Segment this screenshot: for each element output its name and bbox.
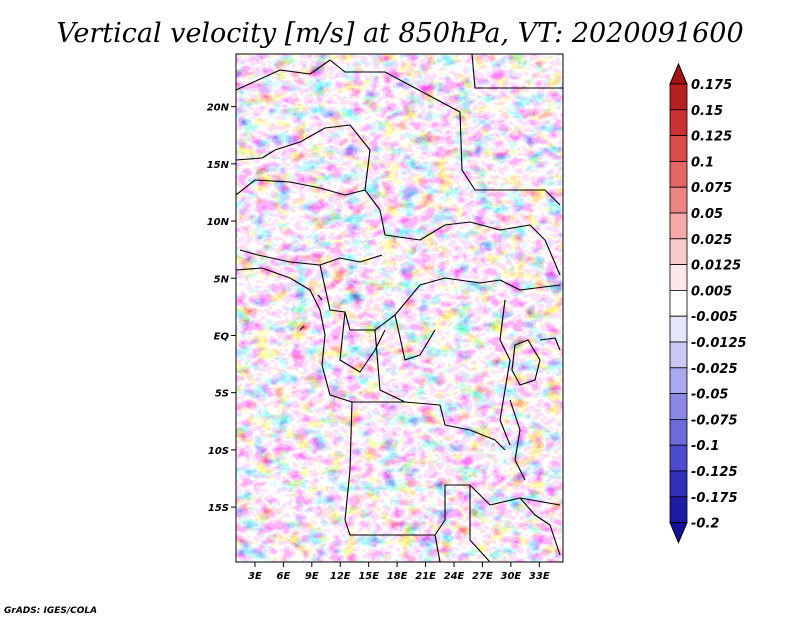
- colorbar-label: 0.005: [691, 284, 732, 299]
- colorbar-swatch: [669, 264, 688, 291]
- y-tick-label: 5N: [214, 274, 230, 285]
- colorbar-label: -0.2: [691, 517, 719, 532]
- y-tick-label: 10S: [208, 446, 229, 457]
- colorbar-swatch: [669, 135, 688, 162]
- colorbar-swatch: [669, 367, 688, 394]
- grads-credit: GrADS: IGES/COLA: [4, 606, 97, 616]
- colorbar-label: -0.0125: [691, 336, 747, 351]
- colorbar-label: 0.025: [691, 233, 732, 248]
- x-tick-label: 12E: [330, 571, 351, 582]
- x-tick-label: 9E: [305, 571, 319, 582]
- colorbar-label: 0.15: [691, 104, 723, 119]
- x-tick-label: 18E: [387, 571, 408, 582]
- y-axis: 20N 15N 10N 5N EQ 5S 10S 15S: [207, 103, 236, 514]
- chart-title: Vertical velocity [m/s] at 850hPa, VT: 2…: [56, 18, 743, 49]
- x-tick-label: 3E: [248, 571, 262, 582]
- colorbar-label: 0.1: [691, 155, 714, 170]
- colorbar-swatch: [669, 160, 688, 188]
- colorbar-swatch: [669, 444, 688, 472]
- colorbar-label: 0.075: [691, 181, 732, 196]
- map-frame: [235, 53, 564, 563]
- colorbar-swatch: [669, 186, 688, 214]
- vertical-velocity-field: [236, 54, 563, 562]
- colorbar-label: -0.05: [691, 388, 728, 403]
- colorbar-swatch: [669, 238, 688, 266]
- colorbar-label: 0.05: [691, 207, 723, 222]
- x-tick-label: 27E: [472, 571, 493, 582]
- x-axis: 3E 6E 9E 12E 15E 18E 21E 24E 27E 30E 33E: [248, 562, 550, 582]
- colorbar-label: -0.025: [691, 362, 738, 377]
- colorbar-label: -0.075: [691, 413, 738, 428]
- colorbar-extend-min: [669, 522, 688, 544]
- colorbar-swatch: [669, 289, 688, 317]
- map-panel: [236, 54, 563, 562]
- colorbar-label: 0.175: [691, 78, 732, 93]
- x-tick-label: 21E: [415, 571, 436, 582]
- x-tick-label: 30E: [500, 571, 521, 582]
- y-tick-label: 5S: [215, 389, 229, 400]
- colorbar-swatch: [669, 496, 688, 523]
- x-tick-label: 24E: [444, 571, 465, 582]
- colorbar-swatch: [669, 418, 688, 446]
- colorbar: 0.175 0.15 0.125 0.1 0.075 0.05 0.025 0.0125 0.0…: [669, 62, 747, 544]
- colorbar-label: 0.0125: [691, 259, 741, 274]
- colorbar-swatch: [669, 212, 688, 240]
- x-tick-label: 15E: [358, 571, 379, 582]
- colorbar-label: 0.125: [691, 130, 732, 145]
- y-tick-label: 20N: [207, 103, 230, 114]
- country-borders: [236, 54, 563, 562]
- colorbar-swatch: [669, 109, 688, 137]
- colorbar-swatch: [669, 470, 688, 498]
- colorbar-label: -0.125: [691, 465, 738, 480]
- y-tick-label: 10N: [207, 217, 230, 228]
- x-tick-label: 6E: [276, 571, 290, 582]
- y-tick-label: EQ: [214, 331, 230, 342]
- colorbar-extend-max: [669, 62, 688, 85]
- y-tick-label: 15S: [208, 503, 229, 514]
- colorbar-label: -0.175: [691, 491, 738, 506]
- x-tick-label: 33E: [529, 571, 550, 582]
- colorbar-swatch: [669, 393, 688, 420]
- colorbar-swatch: [669, 315, 688, 343]
- y-tick-label: 15N: [207, 160, 230, 171]
- colorbar-label: -0.005: [691, 310, 738, 325]
- colorbar-label: -0.1: [691, 439, 719, 454]
- colorbar-swatch: [669, 341, 688, 369]
- colorbar-swatch: [669, 83, 688, 111]
